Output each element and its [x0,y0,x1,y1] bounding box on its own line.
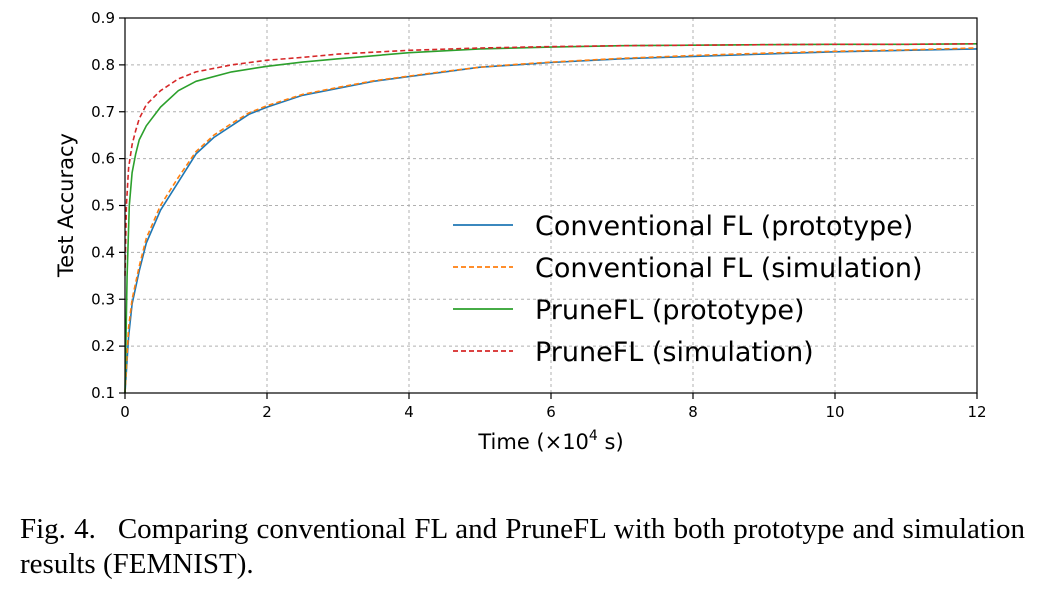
y-tick-label: 0.3 [91,290,115,308]
y-tick-label: 0.4 [91,243,115,261]
axis-ticks: 0 2 4 6 8 10 12 0.1 0.2 0.3 0.4 0.5 0.6 0.7 0.8 0.9 [91,9,986,421]
y-axis-label: Test Accuracy [54,133,78,278]
y-tick-label: 0.9 [91,9,115,27]
series-line-1 [124,48,978,394]
y-tick-label: 0.6 [91,150,115,168]
series-lines [124,43,978,394]
legend: Conventional FL (prototype) Conventional … [453,211,923,368]
legend-label: Conventional FL (simulation) [535,253,923,284]
series-line-4 [124,43,978,276]
y-tick-label: 0.8 [91,56,115,74]
y-tick-label: 0.1 [91,384,115,402]
y-tick-label: 0.5 [91,197,115,215]
caption-text: Comparing conventional FL and PruneFL wi… [20,513,1025,580]
x-tick-label: 2 [262,403,272,421]
legend-label: Conventional FL (prototype) [535,211,913,242]
legend-label: PruneFL (prototype) [535,295,805,326]
x-tick-label: 4 [404,403,414,421]
y-tick-label: 0.2 [91,337,115,355]
x-tick-label: 12 [967,403,986,421]
x-tick-label: 6 [546,403,556,421]
x-tick-label: 8 [688,403,698,421]
x-axis-label: Time (×104 s) [477,428,623,454]
legend-label: PruneFL (simulation) [535,337,814,368]
y-tick-label: 0.7 [91,103,115,121]
caption-label: Fig. 4. [20,513,96,545]
accuracy-chart: 0 2 4 6 8 10 12 0.1 0.2 0.3 0.4 0.5 0.6 0.7 0.8 0.9 Con… [54,9,987,454]
x-tick-label: 0 [120,403,130,421]
figure-caption: Fig. 4. Comparing conventional FL and Pru… [20,512,1025,582]
x-tick-label: 10 [825,403,844,421]
series-line-2 [124,47,978,394]
